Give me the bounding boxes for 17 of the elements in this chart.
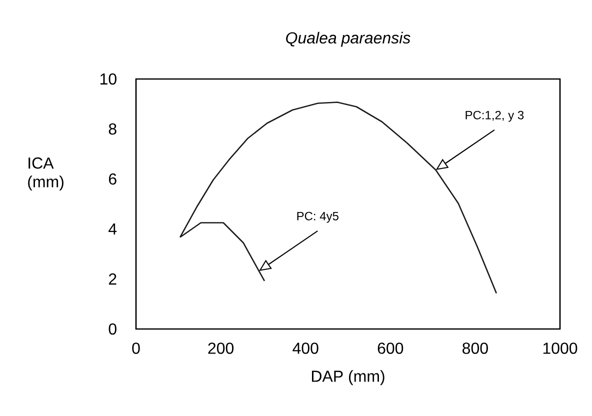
- x-tick-label: 400: [292, 342, 318, 354]
- x-axis-title: DAP (mm): [312, 370, 384, 386]
- annotation: PC: 4y5: [297, 212, 338, 223]
- y-tick-label: 10: [100, 73, 116, 85]
- y-tick-label: 6: [108, 173, 116, 185]
- y-tick-label: 0: [108, 323, 116, 335]
- chart-title: Qualea paraensis: [286, 32, 410, 47]
- x-tick-label: 800: [462, 342, 488, 354]
- y-tick-label: 4: [108, 223, 117, 234]
- x-tick-label: 0: [132, 342, 140, 354]
- x-tick-label: 600: [378, 342, 404, 354]
- y-tick-label: 2: [108, 273, 116, 285]
- y-tick-label: 8: [108, 123, 116, 135]
- annotation: PC:1,2, y 3: [466, 110, 524, 122]
- x-tick-label: 1000: [543, 342, 578, 354]
- x-tick-label: 200: [208, 342, 234, 354]
- y-axis-title: ICA (mm): [28, 157, 64, 191]
